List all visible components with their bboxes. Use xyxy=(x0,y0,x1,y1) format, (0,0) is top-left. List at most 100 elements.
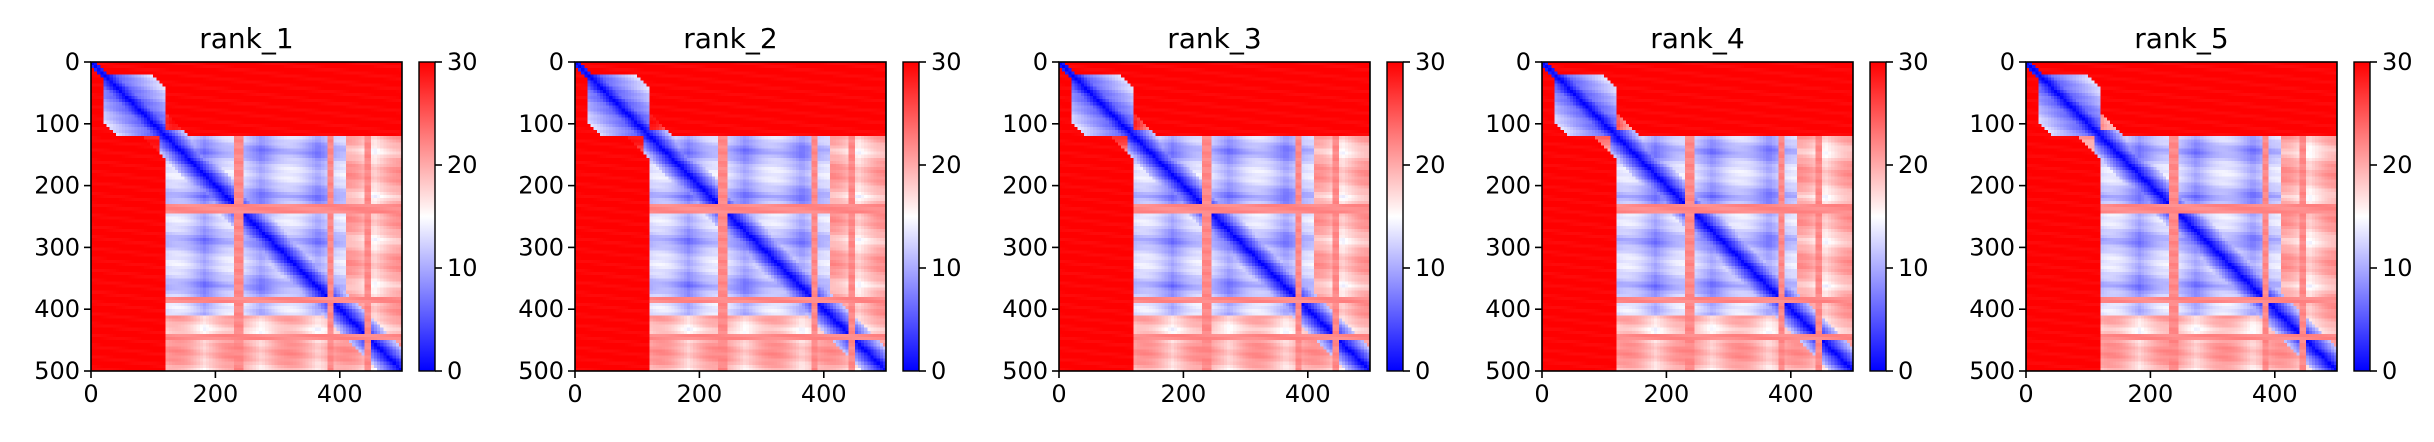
colorbar-tick-label: 30 xyxy=(447,48,478,76)
colorbar-frame xyxy=(2353,61,2371,372)
y-tick-label: 0 xyxy=(1033,48,1048,76)
x-tick-label: 200 xyxy=(1160,380,1206,408)
y-tick-label: 100 xyxy=(1002,110,1048,138)
y-tick-label: 100 xyxy=(1485,110,1531,138)
x-tick-label: 400 xyxy=(1768,380,1814,408)
y-tick-label: 200 xyxy=(34,172,80,200)
chart-title: rank_5 xyxy=(2134,22,2228,55)
y-tick-label: 500 xyxy=(1485,357,1531,385)
colorbar-tick-label: 0 xyxy=(2382,357,2397,385)
y-tick-label: 500 xyxy=(1002,357,1048,385)
y-tick-label: 400 xyxy=(1485,295,1531,323)
y-tick-label: 400 xyxy=(518,295,564,323)
y-tick-label: 400 xyxy=(34,295,80,323)
colorbar-frame xyxy=(418,61,436,372)
colorbar-tick-label: 20 xyxy=(1898,151,1929,179)
y-tick-label: 300 xyxy=(1969,233,2015,261)
chart-title: rank_4 xyxy=(1650,22,1744,55)
colorbar-tick-label: 10 xyxy=(931,254,962,282)
colorbar-frame xyxy=(902,61,920,372)
heatmap-image xyxy=(1542,62,1853,371)
chart-title: rank_2 xyxy=(683,22,777,55)
x-tick-label: 0 xyxy=(1051,380,1066,408)
x-tick-label: 200 xyxy=(676,380,722,408)
colorbar-tick-label: 30 xyxy=(1898,48,1929,76)
colorbar-tick-label: 0 xyxy=(1898,357,1913,385)
heatmap-image xyxy=(91,62,402,371)
colorbar-tick-label: 10 xyxy=(447,254,478,282)
colorbar-gradient xyxy=(1387,62,1403,371)
colorbar-gradient xyxy=(419,62,435,371)
chart-title: rank_1 xyxy=(199,22,293,55)
y-tick-label: 500 xyxy=(1969,357,2015,385)
colorbar-tick-label: 10 xyxy=(2382,254,2413,282)
colorbar-tick-label: 20 xyxy=(1415,151,1446,179)
colorbar-gradient xyxy=(903,62,919,371)
x-tick-label: 400 xyxy=(2252,380,2298,408)
colorbar-gradient xyxy=(1870,62,1886,371)
x-tick-label: 0 xyxy=(567,380,582,408)
y-tick-label: 400 xyxy=(1969,295,2015,323)
y-tick-label: 0 xyxy=(1516,48,1531,76)
colorbar: 0 10 20 30 xyxy=(418,48,478,385)
colorbar: 0 10 20 30 xyxy=(2353,48,2413,385)
y-tick-label: 300 xyxy=(1485,233,1531,261)
colorbar-tick-label: 30 xyxy=(1415,48,1446,76)
y-tick-label: 200 xyxy=(518,172,564,200)
plot-frame xyxy=(2025,61,2338,372)
x-tick-label: 0 xyxy=(83,380,98,408)
heatmap-image xyxy=(2026,62,2337,371)
colorbar-tick-label: 10 xyxy=(1898,254,1929,282)
colorbar-tick-label: 20 xyxy=(2382,151,2413,179)
heatmap-image xyxy=(575,62,886,371)
colorbar-tick-label: 0 xyxy=(931,357,946,385)
colorbar-frame xyxy=(1869,61,1887,372)
x-tick-label: 400 xyxy=(1285,380,1331,408)
y-tick-label: 200 xyxy=(1969,172,2015,200)
y-tick-label: 200 xyxy=(1485,172,1531,200)
x-tick-label: 200 xyxy=(192,380,238,408)
colorbar-tick-label: 20 xyxy=(447,151,478,179)
plot-frame xyxy=(1058,61,1371,372)
plot-frame xyxy=(574,61,887,372)
x-tick-label: 0 xyxy=(1534,380,1549,408)
colorbar-tick-label: 20 xyxy=(931,151,962,179)
plot-frame xyxy=(90,61,403,372)
y-tick-label: 300 xyxy=(1002,233,1048,261)
colorbar-tick-label: 30 xyxy=(2382,48,2413,76)
heatmap-image xyxy=(1059,62,1370,371)
colorbar-tick-label: 0 xyxy=(1415,357,1430,385)
colorbar: 0 10 20 30 xyxy=(1869,48,1929,385)
y-tick-label: 0 xyxy=(2000,48,2015,76)
x-tick-label: 200 xyxy=(2127,380,2173,408)
x-tick-label: 400 xyxy=(801,380,847,408)
y-tick-label: 400 xyxy=(1002,295,1048,323)
y-tick-label: 500 xyxy=(34,357,80,385)
y-tick-label: 0 xyxy=(65,48,80,76)
colorbar: 0 10 20 30 xyxy=(902,48,962,385)
x-tick-label: 0 xyxy=(2018,380,2033,408)
colorbar-tick-label: 10 xyxy=(1415,254,1446,282)
y-tick-label: 100 xyxy=(34,110,80,138)
y-tick-label: 300 xyxy=(34,233,80,261)
y-tick-label: 300 xyxy=(518,233,564,261)
colorbar-frame xyxy=(1386,61,1404,372)
colorbar-gradient xyxy=(2354,62,2370,371)
x-tick-label: 200 xyxy=(1643,380,1689,408)
colorbar-tick-label: 30 xyxy=(931,48,962,76)
y-tick-label: 200 xyxy=(1002,172,1048,200)
x-tick-label: 400 xyxy=(317,380,363,408)
y-tick-label: 500 xyxy=(518,357,564,385)
y-tick-label: 100 xyxy=(1969,110,2015,138)
colorbar: 0 10 20 30 xyxy=(1386,48,1446,385)
y-tick-label: 0 xyxy=(549,48,564,76)
plot-frame xyxy=(1541,61,1854,372)
colorbar-tick-label: 0 xyxy=(447,357,462,385)
